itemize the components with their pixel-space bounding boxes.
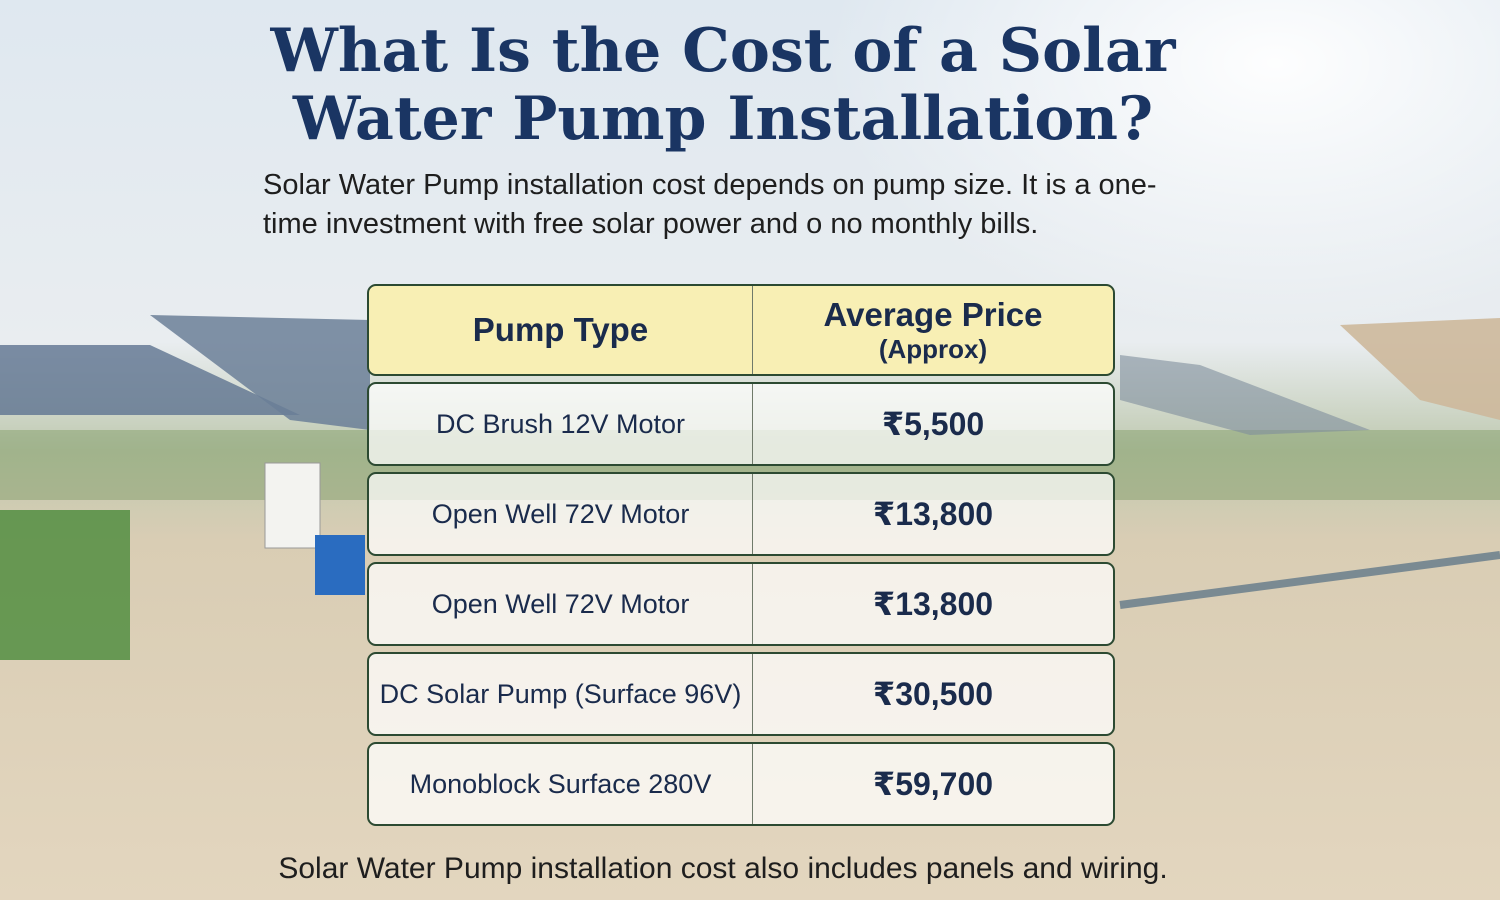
pump-type-cell: Open Well 72V Motor (369, 474, 753, 554)
pump-type-cell: Open Well 72V Motor (369, 564, 753, 644)
price-cell: ₹13,800 (872, 586, 994, 622)
table-row: Monoblock Surface 280V ₹59,700 (367, 742, 1115, 826)
pump-type-cell: Monoblock Surface 280V (369, 744, 753, 824)
footer-note: Solar Water Pump installation cost also … (278, 852, 1168, 885)
subtitle: Solar Water Pump installation cost depen… (263, 169, 1157, 240)
header-label: Average Price (823, 295, 1043, 333)
price-cell: ₹59,700 (872, 766, 994, 802)
header-label: Pump Type (472, 311, 649, 348)
title-line: What Is the Cost of a Solar (270, 16, 1176, 86)
table-row: Open Well 72V Motor ₹13,800 (367, 562, 1115, 646)
title-line: Water Pump Installation? (292, 84, 1154, 154)
price-cell: ₹5,500 (881, 406, 985, 442)
price-cell: ₹30,500 (872, 676, 994, 712)
header-sublabel: (Approx) (878, 333, 988, 364)
table-row: Open Well 72V Motor ₹13,800 (367, 472, 1115, 556)
table-row: DC Brush 12V Motor ₹5,500 (367, 382, 1115, 466)
header-cell: Average Price (Approx) (753, 286, 1113, 374)
pump-type-cell: DC Brush 12V Motor (369, 384, 753, 464)
pump-type-cell: DC Solar Pump (Surface 96V) (369, 654, 753, 734)
price-cell: ₹13,800 (872, 496, 994, 532)
table-row: DC Solar Pump (Surface 96V) ₹30,500 (367, 652, 1115, 736)
header-row: Pump Type Average Price (Approx) (367, 284, 1115, 376)
header-cell: Pump Type (369, 286, 753, 374)
